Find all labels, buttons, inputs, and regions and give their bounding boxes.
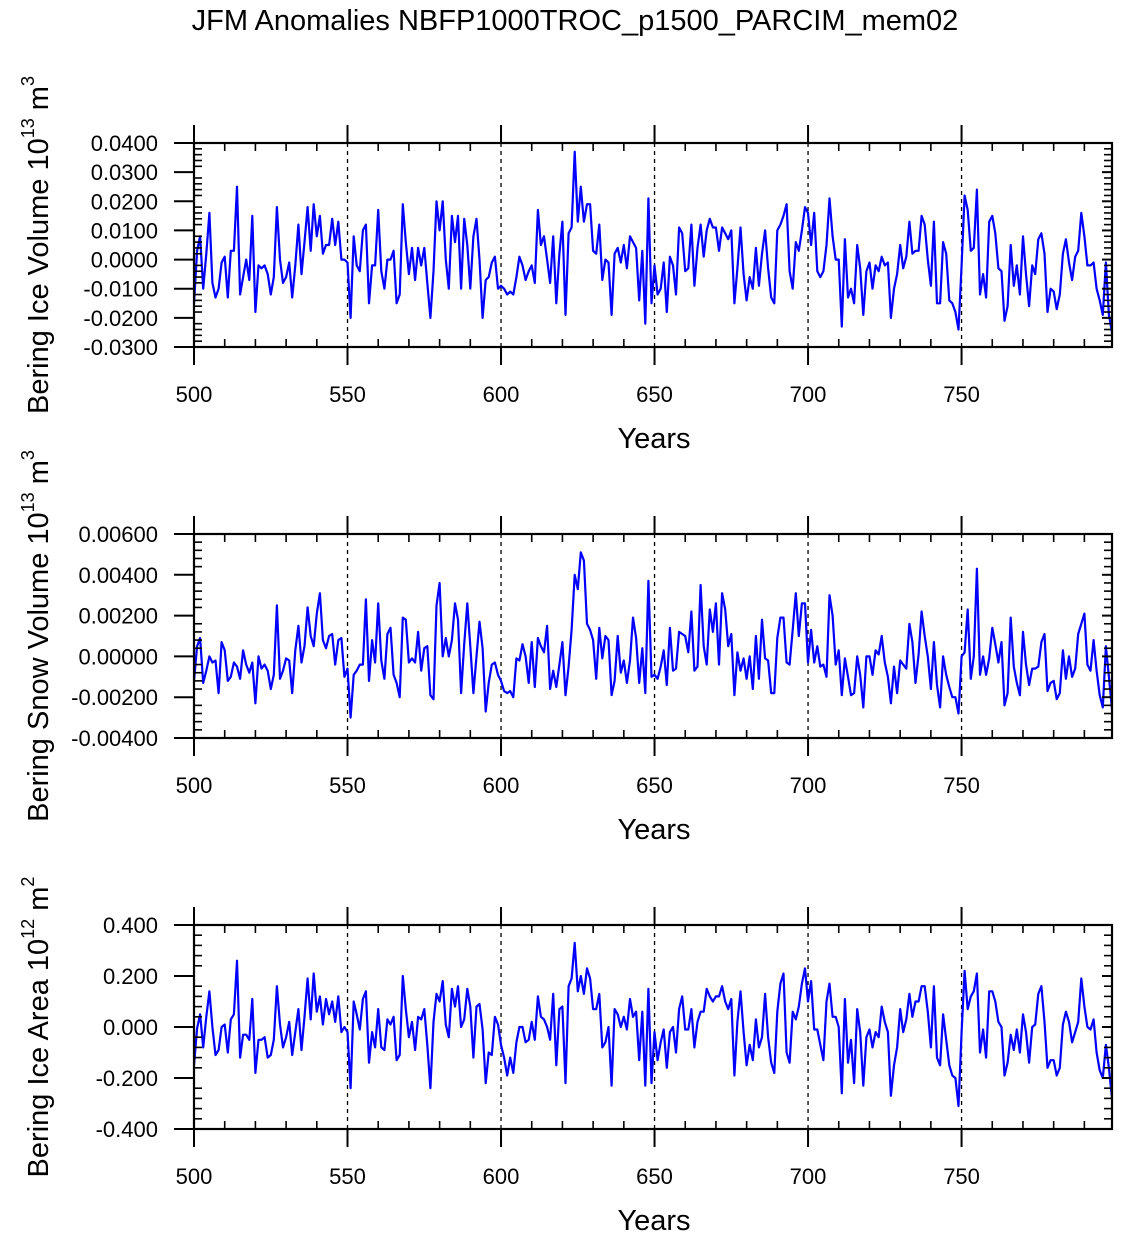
y-axis-title-unit: m bbox=[23, 460, 55, 492]
series-line bbox=[192, 150, 1114, 333]
y-axis-title: Bering Ice Volume 1013 m3 bbox=[18, 76, 55, 414]
x-tick-label: 550 bbox=[329, 1164, 366, 1189]
x-tick-label: 500 bbox=[176, 382, 213, 407]
plot-frame bbox=[192, 532, 1114, 740]
x-tick-label: 600 bbox=[483, 382, 520, 407]
y-tick-label: 0.400 bbox=[103, 913, 158, 938]
x-tick-label: 750 bbox=[943, 382, 980, 407]
y-axis-title-text: Bering Ice Area 10 bbox=[23, 939, 55, 1178]
series-line bbox=[192, 551, 1114, 719]
x-tick-label: 600 bbox=[483, 773, 520, 798]
y-axis-title: Bering Ice Area 1012 m2 bbox=[18, 877, 55, 1178]
x-tick-label: 550 bbox=[329, 382, 366, 407]
y-tick-label: 0.0100 bbox=[91, 218, 158, 243]
plot-frame bbox=[192, 141, 1114, 349]
y-axis-title-text: Bering Ice Volume 10 bbox=[23, 138, 55, 414]
y-axis-title-exp: 13 bbox=[18, 492, 38, 512]
x-tick-label: 750 bbox=[943, 1164, 980, 1189]
x-tick-label: 650 bbox=[636, 1164, 673, 1189]
y-tick-label: -0.200 bbox=[96, 1066, 158, 1091]
panel-1: 0.0400 0.0300 0.0200 0.0100 0.0000 -0.0100 -0.… bbox=[18, 76, 1114, 455]
x-tick-label: 550 bbox=[329, 773, 366, 798]
y-axis-title-unit-exp: 3 bbox=[18, 76, 38, 86]
y-axis-title-exp: 12 bbox=[18, 919, 38, 939]
y-axis-title-unit: m bbox=[23, 887, 55, 919]
y-tick-label: 0.00000 bbox=[78, 644, 158, 669]
panel-2: 0.00600 0.00400 0.00200 0.00000 -0.00200 -0.0… bbox=[18, 450, 1114, 846]
y-axis-title-unit: m bbox=[23, 86, 55, 118]
y-tick-label: 0.00400 bbox=[78, 563, 158, 588]
y-tick-label: -0.0200 bbox=[83, 306, 158, 331]
plot-frame bbox=[192, 923, 1114, 1131]
series-line bbox=[192, 941, 1114, 1108]
x-axis-title: Years bbox=[617, 814, 690, 846]
y-tick-label: 0.0000 bbox=[91, 248, 158, 273]
y-tick-label: -0.400 bbox=[96, 1117, 158, 1142]
x-tick-label: 600 bbox=[483, 1164, 520, 1189]
x-tick-label: 750 bbox=[943, 773, 980, 798]
y-tick-label: 0.200 bbox=[103, 964, 158, 989]
x-tick-label: 650 bbox=[636, 382, 673, 407]
x-tick-label: 500 bbox=[176, 1164, 213, 1189]
y-tick-label: 0.0300 bbox=[91, 160, 158, 185]
x-tick-label: 700 bbox=[790, 1164, 827, 1189]
x-axis-title: Years bbox=[617, 423, 690, 455]
y-tick-label: -0.00200 bbox=[71, 685, 158, 710]
y-tick-label: -0.0300 bbox=[83, 335, 158, 360]
x-axis-title: Years bbox=[617, 1205, 690, 1237]
x-tick-label: 700 bbox=[790, 773, 827, 798]
y-tick-label: 0.00600 bbox=[78, 522, 158, 547]
x-tick-label: 700 bbox=[790, 382, 827, 407]
y-tick-label: 0.0200 bbox=[91, 189, 158, 214]
panel-3: 0.400 0.200 0.000 -0.200 -0.400 500 550 600 650 7… bbox=[18, 877, 1114, 1237]
y-axis-title-exp: 13 bbox=[18, 118, 38, 138]
y-tick-label: -0.00400 bbox=[71, 726, 158, 751]
y-axis-title-unit-exp: 2 bbox=[18, 877, 38, 887]
figure-title: JFM Anomalies NBFP1000TROC_p1500_PARCIM_… bbox=[192, 5, 959, 37]
y-axis-title-text: Bering Snow Volume 10 bbox=[23, 512, 55, 822]
y-axis-title-unit-exp: 3 bbox=[18, 450, 38, 460]
x-tick-label: 650 bbox=[636, 773, 673, 798]
x-tick-label: 500 bbox=[176, 773, 213, 798]
y-tick-label: -0.0100 bbox=[83, 277, 158, 302]
y-tick-label: 0.0400 bbox=[91, 131, 158, 156]
y-axis-title: Bering Snow Volume 1013 m3 bbox=[18, 450, 55, 822]
y-tick-label: 0.00200 bbox=[78, 604, 158, 629]
y-tick-label: 0.000 bbox=[103, 1015, 158, 1040]
